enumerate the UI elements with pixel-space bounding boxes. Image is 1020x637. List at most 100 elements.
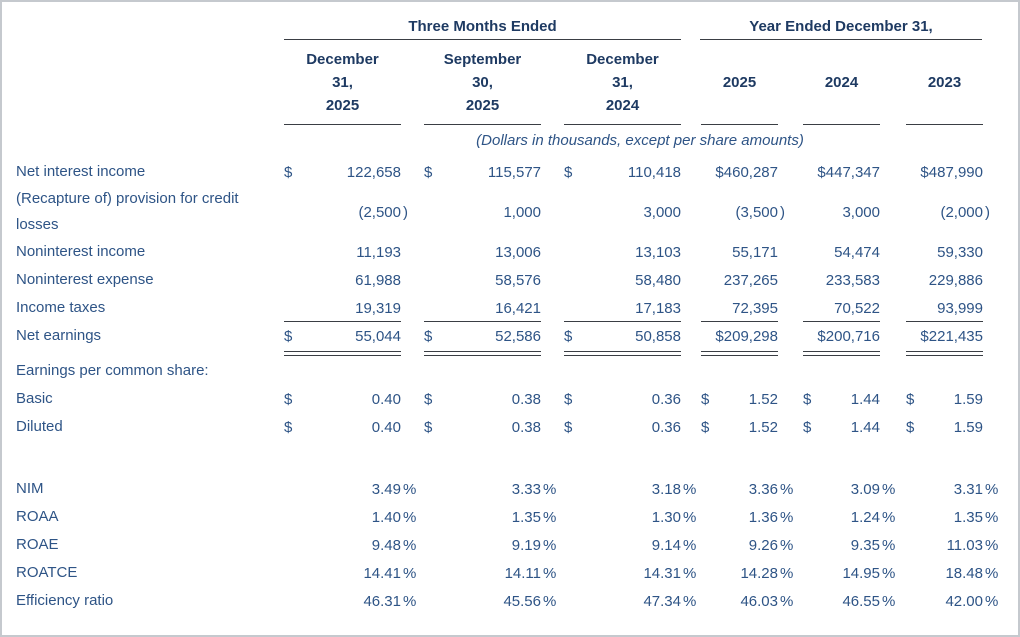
cell-value: 13,006 — [495, 243, 541, 261]
cell-suffix: % — [882, 480, 896, 498]
cell-value: $447,347 — [817, 163, 880, 181]
value-cell: 9.48% — [284, 531, 417, 559]
cell-suffix: % — [683, 480, 697, 498]
cell-suffix: % — [780, 592, 794, 610]
cell-value: 1,000 — [503, 203, 541, 221]
value-cell: $487,990 — [906, 158, 996, 186]
cell-value: 0.40 — [371, 418, 401, 436]
group-header-label: Three Months Ended — [408, 18, 557, 35]
table-row: ROAA 1.40% 1.35% 1.30% 1.36% 1.24% 1.35% — [16, 503, 1018, 531]
value-cell: $52,586 — [424, 322, 554, 356]
cell-value: 237,265 — [723, 271, 778, 289]
value-cell: 70,522 — [803, 294, 893, 322]
value-cell: 58,480 — [564, 266, 694, 294]
cell-value: 45.56 — [503, 592, 541, 610]
value-cell: 14.11% — [424, 559, 557, 587]
cell-suffix: % — [882, 508, 896, 526]
cell-suffix: % — [985, 508, 999, 526]
cell-value: 70,522 — [834, 299, 880, 317]
cell-value: 3,000 — [643, 203, 681, 221]
cell-suffix: % — [683, 536, 697, 554]
cell-value: 16,421 — [495, 299, 541, 317]
value-cell: $0.40 — [284, 385, 414, 413]
dollar-sign: $ — [284, 390, 293, 408]
dollar-sign: $ — [284, 327, 293, 345]
row-label: Net interest income — [16, 163, 146, 180]
cell-value: 1.52 — [748, 418, 778, 436]
value-cell: $0.36 — [564, 413, 694, 441]
cell-suffix: % — [543, 508, 557, 526]
cell-value: 3,000 — [842, 203, 880, 221]
dollar-sign: $ — [424, 418, 433, 436]
cell-value: 11,193 — [356, 243, 401, 261]
group-header-three-months-ended: Three Months Ended — [284, 18, 681, 40]
value-cell: 46.03% — [701, 587, 794, 615]
value-cell: 3.49% — [284, 475, 417, 503]
value-cell: $50,858 — [564, 322, 694, 356]
cell-value: $487,990 — [920, 163, 983, 181]
cell-value: 14.95 — [842, 564, 880, 582]
cell-value: 61,988 — [355, 271, 401, 289]
row-label: ROATCE — [16, 564, 78, 581]
cell-value: 0.36 — [651, 418, 681, 436]
cell-value: 3.18 — [651, 480, 681, 498]
value-cell: $0.38 — [424, 413, 554, 441]
cell-value: 229,886 — [928, 271, 983, 289]
cell-suffix: % — [780, 508, 794, 526]
cell-value: 17,183 — [635, 299, 681, 317]
column-header-row: December 31, 2025 September 30, 2025 Dec… — [16, 45, 1018, 125]
cell-value: 14.28 — [740, 564, 778, 582]
cell-value: (3,500 — [735, 203, 778, 221]
cell-value: 58,480 — [635, 271, 681, 289]
value-cell: $221,435 — [906, 322, 996, 356]
value-cell: 1.24% — [803, 503, 896, 531]
cell-value: 3.33 — [511, 480, 541, 498]
value-cell: $0.38 — [424, 385, 554, 413]
table-row: Basic $0.40 $0.38 $0.36 $1.52 $1.44 $1.59 — [16, 385, 1018, 413]
cell-suffix: % — [882, 592, 896, 610]
value-cell: $115,577 — [424, 158, 554, 186]
value-cell: $460,287 — [701, 158, 791, 186]
dollar-sign: $ — [284, 418, 293, 436]
value-cell: (2,000) — [906, 186, 996, 238]
cell-suffix: % — [882, 564, 896, 582]
table-row: Net earnings $55,044 $52,586 $50,858 $209,29… — [16, 322, 1018, 356]
value-cell: 3.33% — [424, 475, 557, 503]
cell-value: $209,298 — [715, 327, 778, 345]
cell-value: 9.26 — [748, 536, 778, 554]
cell-value: $460,287 — [715, 163, 778, 181]
spacer-row — [16, 441, 1018, 475]
value-cell: $122,658 — [284, 158, 414, 186]
value-cell: 72,395 — [701, 294, 791, 322]
cell-value: 14.11 — [504, 564, 541, 582]
value-cell: 9.35% — [803, 531, 896, 559]
cell-suffix: % — [985, 592, 999, 610]
cell-value: 9.19 — [511, 536, 541, 554]
cell-value: 1.44 — [850, 418, 880, 436]
cell-value: 52,586 — [495, 327, 541, 345]
row-label: Earnings per common share: — [16, 362, 209, 379]
row-label: Net earnings — [16, 327, 102, 344]
cell-value: 122,658 — [346, 163, 401, 181]
cell-value: 0.38 — [511, 390, 541, 408]
value-cell: $447,347 — [803, 158, 893, 186]
units-note: (Dollars in thousands, except per share … — [476, 132, 804, 149]
dollar-sign: $ — [424, 327, 433, 345]
value-cell: 59,330 — [906, 238, 996, 266]
row-label: (Recapture of) provision for credit loss… — [16, 190, 239, 233]
cell-value: 14.31 — [643, 564, 681, 582]
cell-value: 14.41 — [363, 564, 401, 582]
cell-value: 1.24 — [850, 508, 880, 526]
value-cell: 46.55% — [803, 587, 896, 615]
value-cell: 1.30% — [564, 503, 697, 531]
value-cell: 1.36% — [701, 503, 794, 531]
value-cell: $1.44 — [803, 385, 893, 413]
value-cell: 3.31% — [906, 475, 999, 503]
dollar-sign: $ — [906, 418, 915, 436]
cell-value: 1.36 — [748, 508, 778, 526]
value-cell: $1.52 — [701, 413, 791, 441]
value-cell: $1.44 — [803, 413, 893, 441]
value-cell: 1.35% — [906, 503, 999, 531]
dollar-sign: $ — [424, 163, 433, 181]
value-cell: (2,500) — [284, 186, 414, 238]
